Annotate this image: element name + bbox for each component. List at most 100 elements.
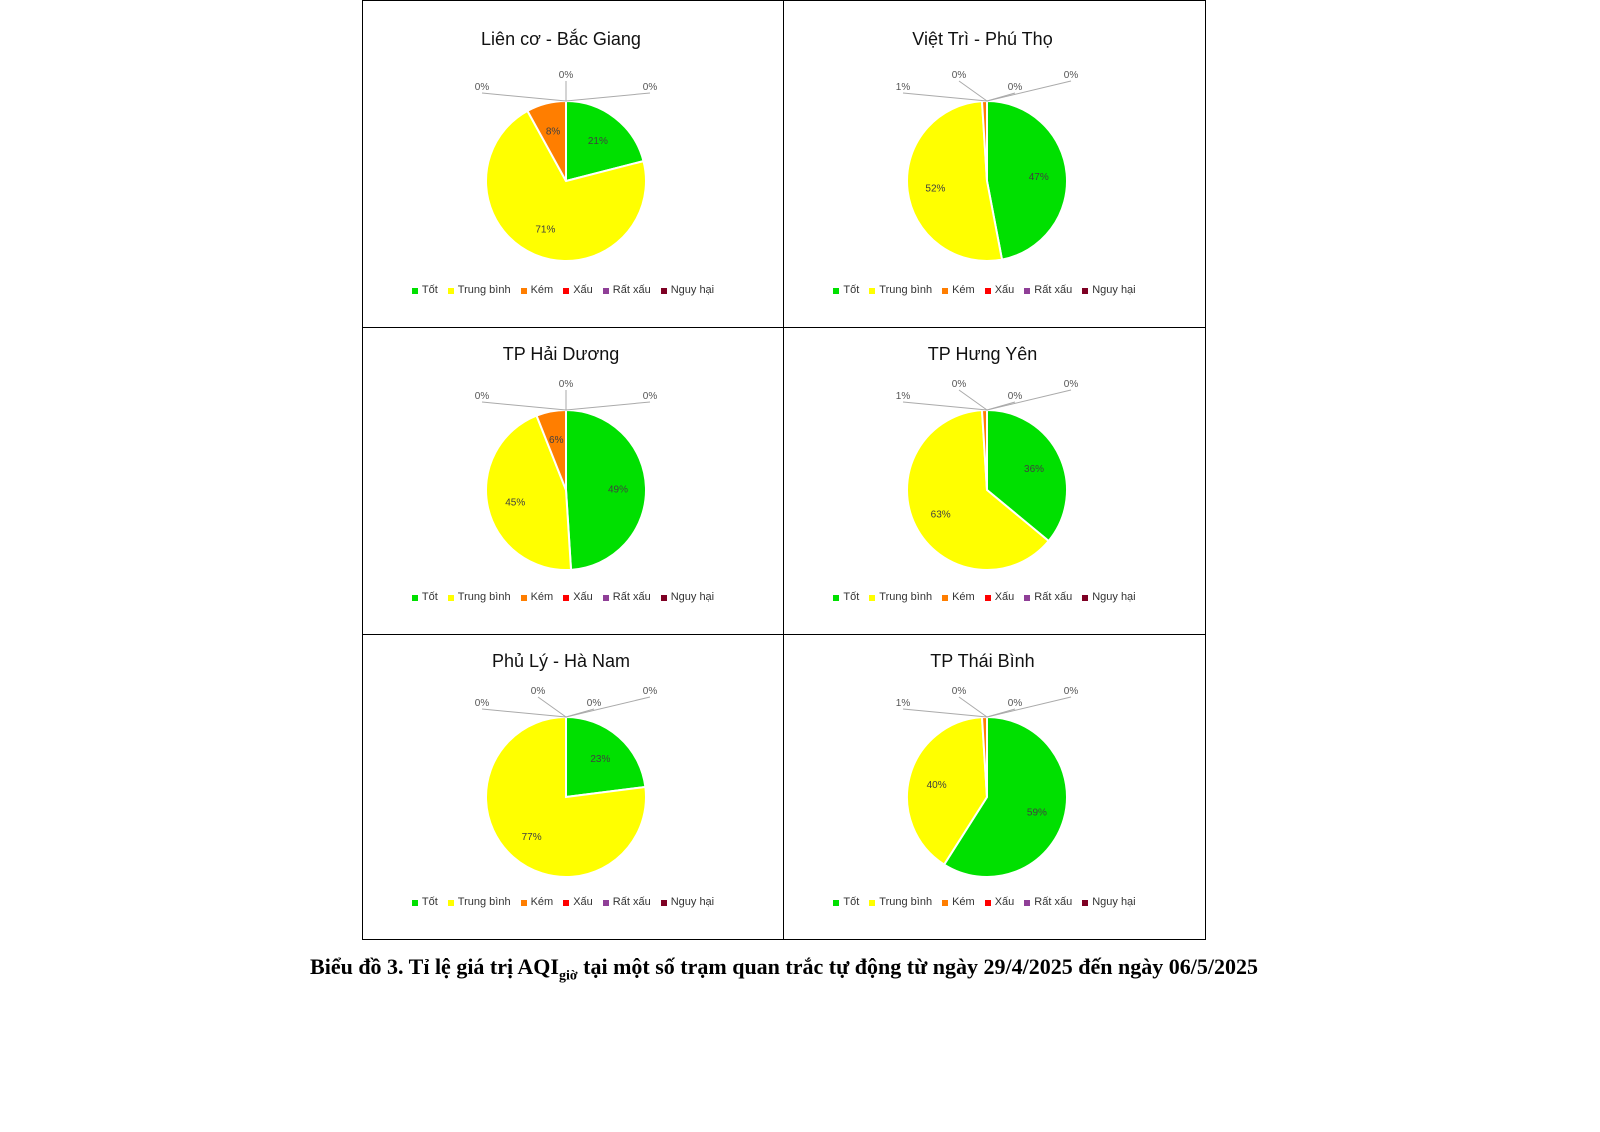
data-label: 40% <box>927 780 947 791</box>
data-label: 1% <box>896 698 911 709</box>
chart-title: TP Hưng Yên <box>927 344 1038 364</box>
legend-label: Kém <box>952 284 975 296</box>
data-label: 0% <box>1008 391 1023 402</box>
legend-item: Tốt <box>411 284 438 297</box>
data-label: 0% <box>952 686 967 697</box>
pie-slice-Tốt <box>942 715 1068 878</box>
chart-title: TP Hải Dương <box>502 344 620 364</box>
legend-swatch <box>411 594 418 601</box>
data-label: 0% <box>1064 379 1079 390</box>
data-label: 0% <box>475 82 490 93</box>
pie-slice-Trung bình <box>485 715 647 878</box>
legend-label: Kém <box>952 591 975 603</box>
legend-item: Xấu <box>563 591 593 604</box>
legend-swatch <box>520 899 527 906</box>
legend-label: Trung bình <box>457 591 511 603</box>
legend-label: Kém <box>952 896 975 908</box>
legend-label: Trung bình <box>879 284 933 296</box>
chart-legend: Tốt Trung bình Kém Xấu Rất xấu Nguy hại <box>353 591 773 604</box>
legend-item: Tốt <box>833 896 859 909</box>
chart-title: TP Thái Bình <box>930 651 1035 671</box>
legend-item: Rất xấu <box>1024 284 1072 297</box>
legend-label: Nguy hại <box>1092 591 1136 603</box>
leader-line <box>958 80 988 102</box>
data-label: 52% <box>925 184 945 195</box>
leader-line <box>986 696 1072 718</box>
legend-swatch <box>660 287 667 294</box>
legend-item: Tốt <box>833 591 859 604</box>
legend-item: Trung bình <box>447 284 511 297</box>
legend-item: Xấu <box>984 591 1014 604</box>
legend-item: Rất xấu <box>1024 591 1072 604</box>
legend-swatch <box>833 899 840 906</box>
legend-swatch <box>1082 594 1089 601</box>
legend-item: Xấu <box>984 896 1015 909</box>
legend-label: Nguy hại <box>670 284 715 296</box>
legend-label: Trung bình <box>457 284 511 296</box>
data-label: 0% <box>531 686 546 697</box>
leader-line <box>481 92 567 102</box>
leader-line <box>565 696 651 718</box>
data-label: 1% <box>896 82 911 93</box>
data-label: 0% <box>475 391 490 402</box>
pie-chart-4: TP Hưng Yên 36% 63% 1% 0% 0% 0% Tốt Trung bình Ké… <box>784 328 1205 635</box>
legend-swatch <box>984 287 991 294</box>
data-label: 0% <box>559 379 574 390</box>
data-label: 59% <box>1027 808 1047 819</box>
legend-swatch <box>602 594 609 601</box>
data-label: 0% <box>1008 698 1023 709</box>
data-label: 0% <box>643 391 658 402</box>
pie-slice-Tốt <box>565 408 647 571</box>
legend-item: Tốt <box>411 896 438 909</box>
data-label: 0% <box>1064 70 1079 81</box>
data-label: 6% <box>549 435 564 446</box>
legend-label: Trung bình <box>457 896 511 908</box>
pie-svg: 49% 45% 6% 0% 0% 0% <box>475 379 658 571</box>
legend-swatch <box>563 287 570 294</box>
legend-label: Kém <box>530 591 554 603</box>
legend-item: Kém <box>520 591 554 604</box>
pie-slice-Tốt <box>986 99 1068 261</box>
legend-swatch <box>602 899 609 906</box>
legend-swatch <box>563 899 570 906</box>
leader-line <box>902 92 988 102</box>
legend-swatch <box>660 899 667 906</box>
figure-caption: Biểu đồ 3. Tỉ lệ giá trị AQIgiờ tại một … <box>0 954 1568 984</box>
leader-line <box>537 696 567 718</box>
legend-swatch <box>1082 899 1089 906</box>
legend-swatch <box>984 594 991 601</box>
pie-svg: 59% 40% 1% 0% 0% 0% <box>896 686 1079 878</box>
pie-svg: 23% 77% 0% 0% 0% 0% <box>475 686 657 878</box>
pie-chart-6: TP Thái Bình 59% 40% 1% 0% 0% 0% Tốt Trung bình K… <box>784 635 1205 939</box>
leader-line <box>902 401 988 411</box>
legend-item: Trung bình <box>869 896 932 909</box>
legend-swatch <box>447 899 454 906</box>
legend-item: Nguy hại <box>1082 896 1136 909</box>
data-label: 21% <box>588 136 608 147</box>
pie-chart-1: Liên cơ - Bắc Giang 21% 71% 8% 0% 0% 0% Tốt Trun… <box>363 1 784 328</box>
data-label: 0% <box>1064 686 1079 697</box>
legend-label: Trung bình <box>879 896 933 908</box>
legend-swatch <box>1024 287 1031 294</box>
chart-legend: Tốt Trung bình Kém Xấu Rất xấu Nguy hại <box>774 591 1195 604</box>
legend-item: Nguy hại <box>1082 284 1136 297</box>
legend-item: Trung bình <box>447 591 511 604</box>
legend-swatch <box>984 899 991 906</box>
legend-swatch <box>869 594 876 601</box>
data-label: 8% <box>546 127 561 138</box>
legend-item: Xấu <box>563 896 593 909</box>
legend-item: Kém <box>520 284 553 297</box>
legend-label: Nguy hại <box>670 896 715 908</box>
legend-label: Tốt <box>421 896 438 908</box>
pie-chart-2: Việt Trì - Phú Thọ 47% 52% 1% 0% 0% 0% Tốt Trung… <box>784 1 1205 328</box>
legend-label: Tốt <box>843 896 860 908</box>
legend-swatch <box>411 899 418 906</box>
pie-chart-3: TP Hải Dương 49% 45% 6% 0% 0% 0% Tốt Trung bình K… <box>363 328 784 635</box>
legend-label: Xấu <box>994 896 1015 908</box>
data-label: 36% <box>1024 464 1044 475</box>
chart-title: Liên cơ - Bắc Giang <box>481 29 641 49</box>
legend-item: Rất xấu <box>1024 896 1072 909</box>
legend-label: Tốt <box>421 284 438 296</box>
chart-legend: Tốt Trung bình Kém Xấu Rất xấu Nguy hại <box>774 896 1195 909</box>
chart-legend: Tốt Trung bình Kém Xấu Rất xấu Nguy hại <box>353 896 773 909</box>
